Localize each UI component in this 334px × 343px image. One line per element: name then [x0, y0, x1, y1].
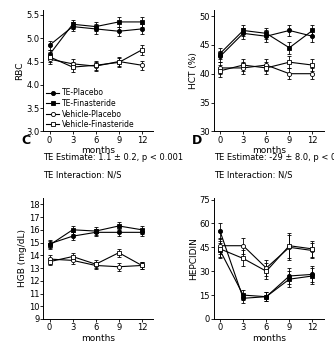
- Text: C: C: [21, 134, 30, 147]
- X-axis label: months: months: [81, 146, 116, 155]
- X-axis label: months: months: [81, 333, 116, 343]
- Y-axis label: HEPCIDIN: HEPCIDIN: [189, 237, 198, 280]
- Y-axis label: HCT (%): HCT (%): [189, 52, 198, 89]
- X-axis label: months: months: [252, 333, 286, 343]
- Y-axis label: HGB (mg/dL): HGB (mg/dL): [18, 229, 27, 287]
- X-axis label: months: months: [252, 146, 286, 155]
- Text: TE Interaction: N/S: TE Interaction: N/S: [214, 171, 293, 180]
- Y-axis label: RBC: RBC: [16, 62, 25, 80]
- Text: TE Estimate: 1.1 ± 0.2, p < 0.001: TE Estimate: 1.1 ± 0.2, p < 0.001: [43, 153, 184, 162]
- Text: D: D: [192, 134, 202, 147]
- Text: TE Interaction: N/S: TE Interaction: N/S: [43, 171, 122, 180]
- Text: TE Estimate: -29 ± 8.0, p < 0.001: TE Estimate: -29 ± 8.0, p < 0.001: [214, 153, 334, 162]
- Legend: TE-Placebo, TE-Finasteride, Vehicle-Placebo, Vehicle-Finasteride: TE-Placebo, TE-Finasteride, Vehicle-Plac…: [45, 88, 135, 130]
